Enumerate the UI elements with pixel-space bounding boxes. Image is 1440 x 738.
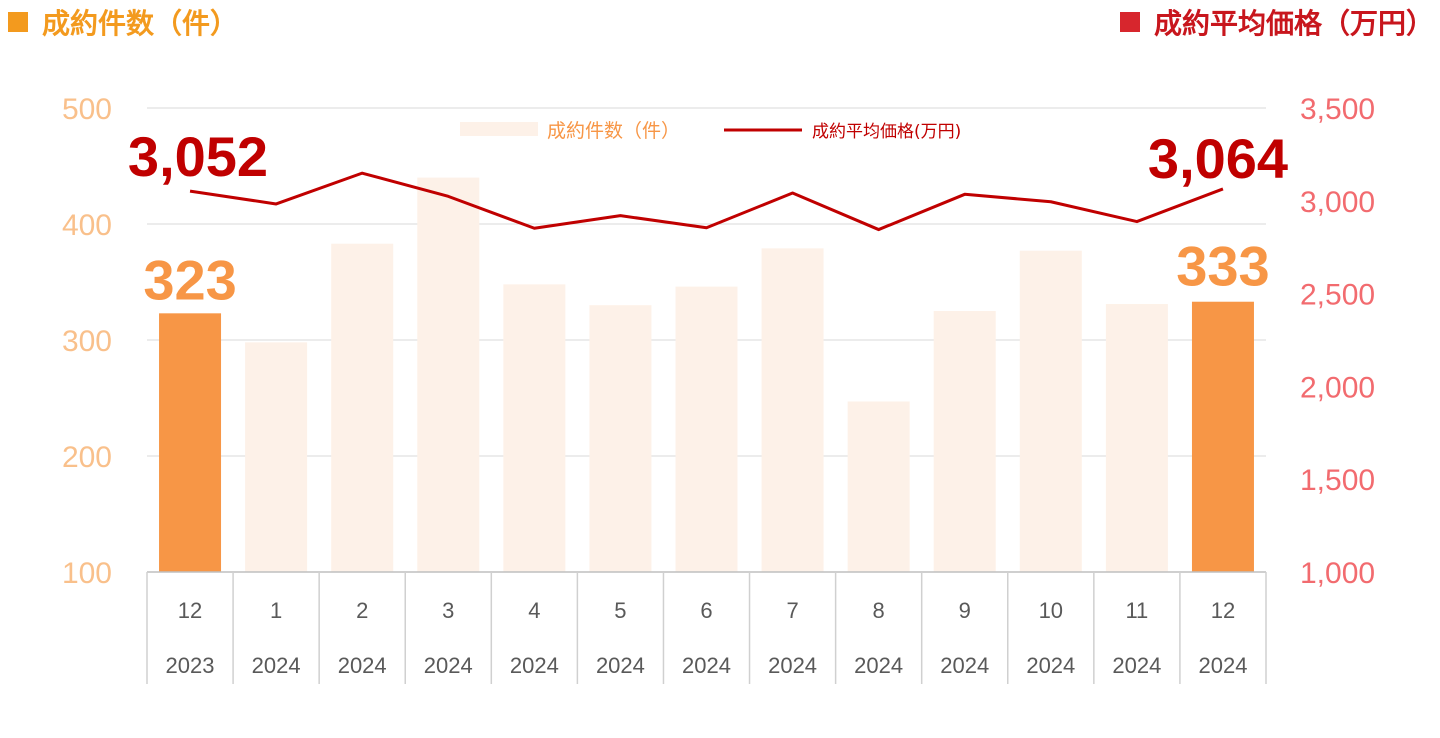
x-axis-year-label: 2024 — [424, 653, 473, 678]
left-axis-tick-label: 500 — [62, 93, 112, 126]
x-axis-year-label: 2024 — [768, 653, 817, 678]
left-axis-tick-label: 100 — [62, 557, 112, 590]
left-axis-tick-label: 200 — [62, 441, 112, 474]
x-axis-month-label: 5 — [614, 598, 626, 623]
x-axis-year-label: 2024 — [940, 653, 989, 678]
x-axis-year-label: 2024 — [1112, 653, 1161, 678]
bar — [245, 342, 308, 572]
x-axis-year-label: 2024 — [682, 653, 731, 678]
x-axis-year-label: 2024 — [252, 653, 301, 678]
left-axis-tick-label: 400 — [62, 209, 112, 242]
x-axis-month-label: 12 — [1211, 598, 1235, 623]
x-axis-year-label: 2023 — [166, 653, 215, 678]
legend-bar-label: 成約件数（件） — [547, 120, 680, 142]
x-axis-month-label: 8 — [873, 598, 885, 623]
first-line-data-label: 3,052 — [128, 125, 268, 188]
right-axis-tick-label: 2,000 — [1300, 371, 1375, 404]
x-axis-month-label: 1 — [270, 598, 282, 623]
bar — [1019, 250, 1082, 572]
bar — [331, 243, 394, 572]
x-axis-year-label: 2024 — [338, 653, 387, 678]
first-bar-data-label: 323 — [143, 248, 236, 311]
bar — [1105, 304, 1168, 572]
bar — [761, 248, 824, 573]
last-bar-data-label: 333 — [1176, 235, 1269, 298]
left-axis-title: 成約件数（件） — [8, 2, 238, 42]
x-axis-month-label: 11 — [1125, 598, 1148, 623]
bar — [1191, 301, 1254, 572]
bar — [159, 313, 222, 572]
x-axis-year-label: 2024 — [1026, 653, 1075, 678]
right-axis-title-text: 成約平均価格（万円） — [1153, 7, 1434, 40]
bar — [417, 177, 480, 572]
right-axis-title: 成約平均価格（万円） — [1119, 2, 1434, 42]
x-axis-year-label: 2024 — [1198, 653, 1247, 678]
bar-series-swatch-icon — [8, 12, 28, 32]
x-axis-year-label: 2024 — [510, 653, 559, 678]
right-axis-tick-label: 2,500 — [1300, 279, 1375, 312]
legend-bar-swatch-icon — [460, 122, 538, 136]
bar — [847, 401, 910, 572]
bar — [589, 305, 652, 572]
bar — [503, 284, 566, 572]
left-axis-title-text: 成約件数（件） — [42, 7, 239, 40]
right-axis-tick-label: 1,000 — [1300, 557, 1375, 590]
right-axis-tick-label: 3,500 — [1300, 93, 1375, 126]
last-line-data-label: 3,064 — [1148, 127, 1288, 190]
x-axis-year-label: 2024 — [854, 653, 903, 678]
x-axis-month-label: 6 — [700, 598, 712, 623]
x-axis-month-label: 10 — [1039, 598, 1063, 623]
x-axis-year-label: 2024 — [596, 653, 645, 678]
right-axis-tick-label: 3,000 — [1300, 186, 1375, 219]
left-axis-tick-label: 300 — [62, 325, 112, 358]
x-axis-month-label: 9 — [959, 598, 971, 623]
x-axis-month-label: 2 — [356, 598, 368, 623]
x-axis-month-label: 7 — [786, 598, 798, 623]
x-axis-month-label: 12 — [178, 598, 202, 623]
right-axis-tick-label: 1,500 — [1300, 464, 1375, 497]
line-series-swatch-icon — [1119, 12, 1140, 32]
bar — [933, 311, 996, 572]
price-line — [189, 171, 1224, 232]
x-axis-month-label: 4 — [528, 598, 540, 623]
bar — [675, 286, 738, 572]
x-axis-month-label: 3 — [442, 598, 454, 623]
legend-line-label: 成約平均価格(万円) — [812, 122, 961, 142]
